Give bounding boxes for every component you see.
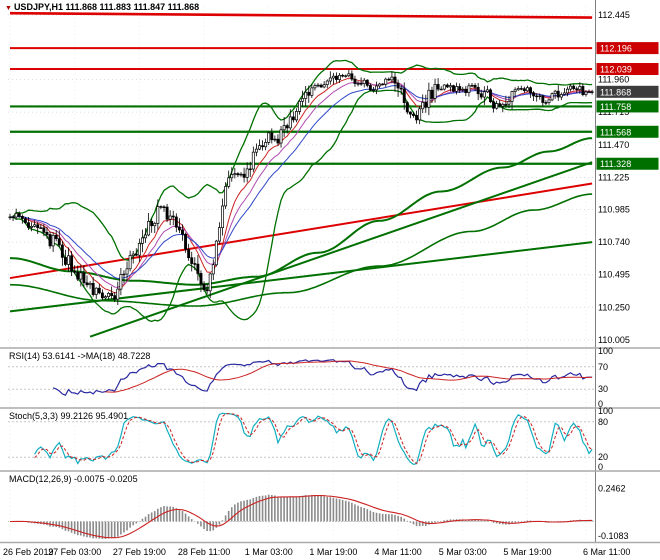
rsi-indicator-label: RSI(14) 53.6141 ->MA(18) 48.7228: [9, 351, 151, 361]
rsi-axis[interactable]: 100 70 30 0: [598, 346, 613, 409]
svg-text:70: 70: [598, 362, 608, 372]
stochastic-panel[interactable]: [8, 412, 594, 466]
time-tick-label: 5 Mar 03:00: [439, 547, 487, 557]
stoch-indicator-label: Stoch(5,3,3) 99.2126 95.4901: [9, 411, 129, 421]
time-tick-label: 1 Mar 19:00: [309, 547, 357, 557]
time-tick-label: 28 Feb 11:00: [178, 547, 230, 557]
macd-panel[interactable]: [8, 494, 594, 539]
trendlines-and-levels[interactable]: [9, 11, 593, 338]
svg-text:111.568: 111.568: [600, 127, 631, 137]
bollinger-lower: [10, 89, 593, 323]
svg-text:80: 80: [598, 417, 608, 427]
macd-indicator-label: MACD(12,26,9) -0.0075 -0.0205: [9, 474, 138, 484]
rsi-line: [52, 359, 593, 396]
price-badge-112.196: 112.196: [596, 42, 659, 55]
rsi-panel[interactable]: [8, 359, 594, 396]
price-badge-111.328: 111.328: [596, 157, 659, 170]
price-badge-111.568: 111.568: [596, 125, 659, 138]
panel-separators: [0, 347, 660, 544]
time-tick-label: 1 Mar 03:00: [245, 547, 293, 557]
main-chart-panel[interactable]: [8, 11, 594, 341]
macd-signal-line: [10, 494, 593, 539]
slow-ma2-line: [9, 193, 593, 307]
price-tick-label: 111.225: [598, 172, 629, 182]
price-axis[interactable]: 112.445111.960111.715111.470111.225110.9…: [595, 0, 659, 543]
price-tick-label: 110.250: [598, 302, 630, 312]
price-tick-label: 110.740: [598, 237, 630, 247]
svg-text:20: 20: [598, 452, 608, 462]
svg-text:0: 0: [598, 462, 603, 472]
price-badge-111.758: 111.758: [596, 100, 659, 113]
price-badge-111.868: 111.868: [596, 85, 659, 98]
svg-text:111.868: 111.868: [600, 87, 631, 97]
symbol-marker-icon: ▼: [5, 5, 12, 12]
time-tick-label: 5 Mar 19:00: [503, 547, 551, 557]
svg-text:111.758: 111.758: [600, 102, 631, 112]
price-tick-label: 111.470: [598, 140, 629, 150]
ema-13-line: [10, 81, 593, 288]
price-badge-112.039: 112.039: [596, 63, 659, 76]
time-tick-label: 27 Feb 03:00: [48, 547, 101, 557]
rsi-ma-line: [105, 360, 593, 393]
slow-ma-line: [9, 137, 593, 286]
svg-text:-0.1083: -0.1083: [598, 531, 629, 541]
price-tick-label: 110.985: [598, 204, 630, 214]
stoch-d-line: [34, 413, 593, 465]
macd-histogram: [12, 494, 593, 539]
candlesticks: [8, 69, 594, 306]
ema-8-line: [10, 77, 593, 294]
price-tick-label: 111.960: [598, 75, 629, 85]
svg-text:30: 30: [598, 384, 608, 394]
time-tick-label: 6 Mar 11:00: [583, 547, 630, 557]
symbol-label: USDJPY,H1: [13, 2, 63, 12]
svg-text:112.039: 112.039: [600, 65, 632, 75]
time-tick-label: 4 Mar 11:00: [374, 547, 421, 557]
svg-text:111.328: 111.328: [600, 159, 631, 169]
svg-text:112.196: 112.196: [600, 44, 632, 54]
time-tick-label: 27 Feb 19:00: [113, 547, 166, 557]
price-tick-label: 110.495: [598, 270, 630, 280]
bollinger-upper: [9, 59, 593, 261]
time-tick-label: 26 Feb 2019: [3, 547, 54, 557]
svg-text:100: 100: [598, 346, 613, 356]
svg-text:0.2462: 0.2462: [598, 483, 626, 493]
macd-axis[interactable]: 0.2462 -0.1083: [598, 483, 629, 541]
price-tick-label: 112.445: [598, 10, 630, 20]
ohlc-readout: 111.868 111.883 111.847 111.868: [65, 2, 200, 12]
ema-21-line: [10, 85, 593, 280]
svg-text:100: 100: [598, 406, 613, 416]
chart-header: ▼ USDJPY,H1 111.868 111.883 111.847 111.8…: [5, 2, 199, 14]
price-tick-label: 110.005: [598, 335, 630, 345]
svg-text:0: 0: [598, 399, 603, 409]
